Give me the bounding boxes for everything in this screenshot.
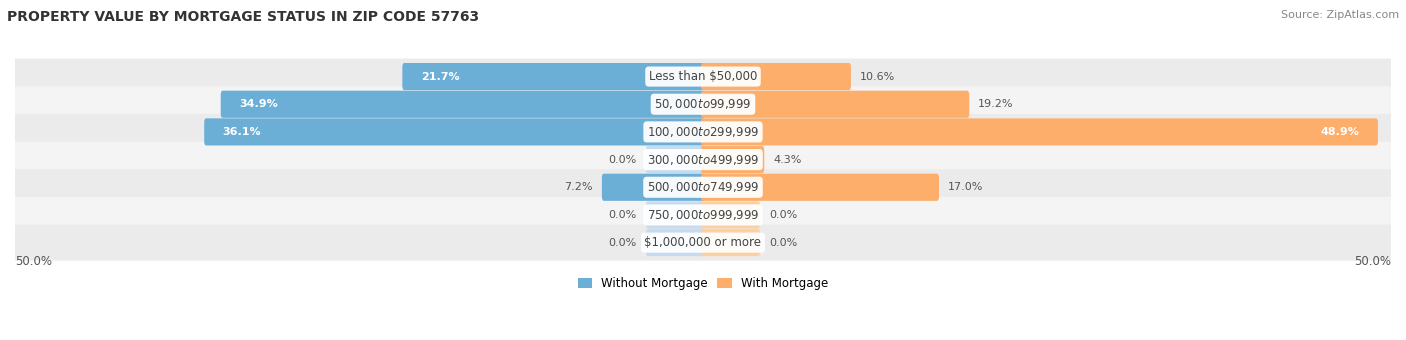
Text: 0.0%: 0.0% (769, 238, 797, 248)
FancyBboxPatch shape (6, 86, 1400, 122)
Text: 36.1%: 36.1% (222, 127, 262, 137)
Text: 0.0%: 0.0% (609, 238, 637, 248)
FancyBboxPatch shape (6, 114, 1400, 150)
Text: 17.0%: 17.0% (948, 182, 983, 192)
FancyBboxPatch shape (702, 63, 851, 90)
Text: 4.3%: 4.3% (773, 155, 801, 165)
Text: 50.0%: 50.0% (1354, 255, 1391, 269)
Text: 7.2%: 7.2% (564, 182, 593, 192)
Text: $500,000 to $749,999: $500,000 to $749,999 (647, 180, 759, 194)
FancyBboxPatch shape (702, 146, 765, 173)
FancyBboxPatch shape (645, 229, 704, 256)
Text: 21.7%: 21.7% (420, 71, 460, 82)
Text: $50,000 to $99,999: $50,000 to $99,999 (654, 97, 752, 111)
Text: $100,000 to $299,999: $100,000 to $299,999 (647, 125, 759, 139)
FancyBboxPatch shape (6, 169, 1400, 205)
Text: 10.6%: 10.6% (860, 71, 896, 82)
FancyBboxPatch shape (221, 91, 704, 118)
Text: Less than $50,000: Less than $50,000 (648, 70, 758, 83)
FancyBboxPatch shape (6, 197, 1400, 233)
FancyBboxPatch shape (6, 58, 1400, 95)
FancyBboxPatch shape (702, 174, 939, 201)
Text: $300,000 to $499,999: $300,000 to $499,999 (647, 153, 759, 167)
FancyBboxPatch shape (702, 201, 761, 228)
Legend: Without Mortgage, With Mortgage: Without Mortgage, With Mortgage (574, 272, 832, 295)
Text: $1,000,000 or more: $1,000,000 or more (644, 236, 762, 249)
FancyBboxPatch shape (6, 141, 1400, 177)
FancyBboxPatch shape (645, 146, 704, 173)
Text: 19.2%: 19.2% (979, 99, 1014, 109)
Text: 0.0%: 0.0% (769, 210, 797, 220)
Text: Source: ZipAtlas.com: Source: ZipAtlas.com (1281, 10, 1399, 20)
Text: 34.9%: 34.9% (239, 99, 278, 109)
Text: 0.0%: 0.0% (609, 155, 637, 165)
Text: 50.0%: 50.0% (15, 255, 52, 269)
FancyBboxPatch shape (702, 229, 761, 256)
FancyBboxPatch shape (204, 118, 704, 146)
Text: PROPERTY VALUE BY MORTGAGE STATUS IN ZIP CODE 57763: PROPERTY VALUE BY MORTGAGE STATUS IN ZIP… (7, 10, 479, 24)
Text: 0.0%: 0.0% (609, 210, 637, 220)
FancyBboxPatch shape (602, 174, 704, 201)
Text: $750,000 to $999,999: $750,000 to $999,999 (647, 208, 759, 222)
FancyBboxPatch shape (702, 118, 1378, 146)
FancyBboxPatch shape (645, 201, 704, 228)
FancyBboxPatch shape (402, 63, 704, 90)
FancyBboxPatch shape (6, 225, 1400, 261)
Text: 48.9%: 48.9% (1320, 127, 1360, 137)
FancyBboxPatch shape (702, 91, 969, 118)
